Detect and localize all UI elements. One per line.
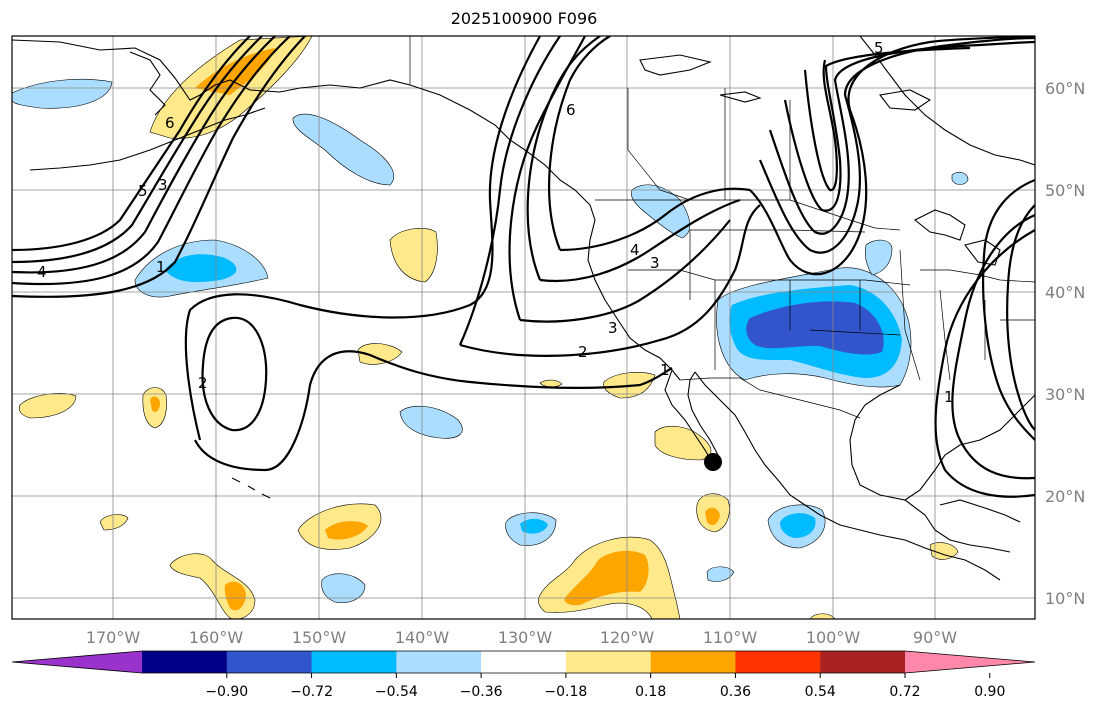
contour-label: 1	[944, 388, 954, 406]
lon-label: 90°W	[913, 628, 957, 647]
colorbar-swatch	[481, 651, 567, 673]
contour-label: 4	[630, 241, 640, 259]
contour-label: 3	[158, 176, 168, 194]
colorbar-swatch	[226, 651, 313, 673]
colorbar-tick-label: −0.90	[205, 684, 248, 700]
map-title: 2025100900 F096	[450, 9, 598, 28]
contour-label: 1	[660, 361, 670, 379]
contour-labels: 4 5 3 6 1 2 6 4 3 3 2 1 5 1	[37, 39, 954, 406]
colorbar-tick-label: 0.72	[889, 684, 920, 700]
colorbar-tick-label: −0.54	[375, 684, 418, 700]
contours	[12, 36, 1035, 498]
colorbar-tick-label: −0.72	[290, 684, 333, 700]
lat-label: 10°N	[1045, 589, 1085, 608]
lon-label: 150°W	[292, 628, 347, 647]
contour-label: 2	[578, 343, 588, 361]
graticule	[12, 36, 1035, 619]
colorbar-extend-high	[905, 651, 1035, 673]
borders	[409, 36, 1035, 419]
colorbar-tick-label: 0.90	[974, 684, 1005, 700]
location-marker	[704, 453, 722, 471]
colorbar-tick-label: −0.18	[544, 684, 587, 700]
colorbar-swatch	[820, 651, 906, 673]
colorbar-swatch	[396, 651, 482, 673]
colorbar-swatch	[565, 651, 652, 673]
lon-label: 130°W	[498, 628, 553, 647]
coastlines	[12, 36, 1035, 581]
colorbar-swatch	[311, 651, 397, 673]
contour-label: 4	[37, 263, 47, 281]
lat-label: 20°N	[1045, 487, 1085, 506]
lon-labels: 170°W 160°W 150°W 140°W 130°W 120°W 110°…	[86, 628, 957, 647]
contour-label: 3	[650, 254, 660, 272]
contour-label: 6	[566, 101, 576, 119]
lat-label: 40°N	[1045, 283, 1085, 302]
lon-label: 120°W	[600, 628, 655, 647]
lon-label: 100°W	[806, 628, 861, 647]
colorbar-tick-label: 0.36	[720, 684, 751, 700]
contour-label: 1	[156, 258, 166, 276]
lon-label: 160°W	[189, 628, 244, 647]
lon-label: 140°W	[395, 628, 450, 647]
colorbar-tick-label: 0.18	[635, 684, 666, 700]
contour-label: 5	[874, 39, 884, 57]
map-frame	[11, 35, 1036, 620]
lon-label: 170°W	[86, 628, 141, 647]
lat-labels: 60°N 50°N 40°N 30°N 20°N 10°N	[1045, 79, 1085, 608]
colorbar-swatch	[735, 651, 821, 673]
lat-label: 60°N	[1045, 79, 1085, 98]
colorbar-tick-label: −0.36	[460, 684, 503, 700]
contour-label: 5	[138, 182, 148, 200]
contour-label: 6	[165, 114, 175, 132]
colorbar-extend-low	[12, 651, 142, 673]
map-area: 4 5 3 6 1 2 6 4 3 3 2 1 5 1	[12, 36, 1035, 619]
lat-label: 30°N	[1045, 385, 1085, 404]
contour-label: 3	[608, 319, 618, 337]
lat-label: 50°N	[1045, 181, 1085, 200]
colorbar-swatch	[142, 651, 228, 673]
colorbar-tick-label: 0.54	[805, 684, 836, 700]
lon-label: 110°W	[703, 628, 758, 647]
colorbar-swatch	[650, 651, 736, 673]
colorbar-outline	[11, 650, 1036, 674]
colorbar: −0.90 −0.72 −0.54 −0.36 −0.18 0.18 0.36 0.54 0.7…	[11, 650, 1036, 700]
contour-label: 2	[198, 374, 208, 392]
